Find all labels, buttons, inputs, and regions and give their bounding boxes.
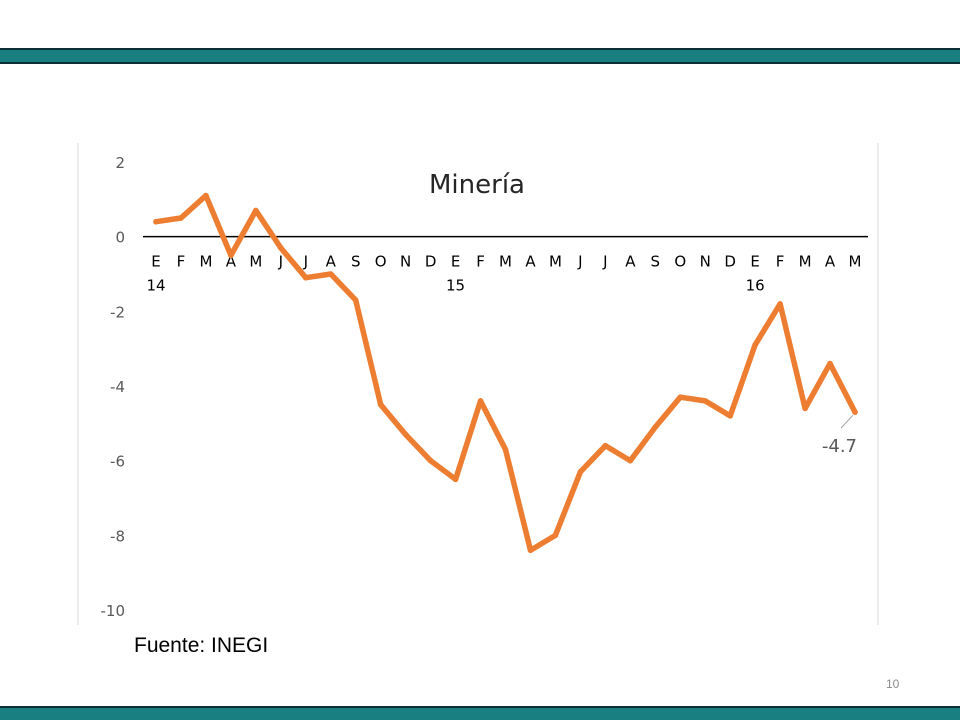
x-tick-label: A [226, 253, 237, 271]
data-point [852, 409, 858, 415]
y-tick-label: -6 [110, 453, 125, 471]
x-tick-label: O [674, 253, 686, 271]
data-point [527, 547, 534, 554]
x-tick-label: D [724, 253, 736, 271]
data-point [627, 457, 634, 464]
y-tick-label: -10 [101, 602, 126, 620]
x-tick-label: D [425, 253, 437, 271]
data-point [802, 405, 808, 412]
data-point [727, 413, 733, 419]
y-tick-label: 0 [115, 229, 125, 247]
x-year-label: 14 [146, 277, 165, 295]
data-point [427, 457, 434, 464]
x-tick-label: J [577, 253, 582, 271]
data-label-group: -4.7 [822, 414, 857, 457]
data-point [452, 476, 459, 483]
x-tick-label: S [351, 253, 361, 271]
data-point [677, 394, 684, 401]
data-label-leader [840, 414, 854, 429]
x-tick-label: N [400, 253, 411, 271]
x-tick-label: E [151, 253, 160, 271]
x-axis-year-labels: 14 15 16 [146, 277, 764, 295]
data-point [752, 342, 758, 348]
data-point [477, 398, 484, 404]
data-point [278, 245, 284, 251]
x-tick-label: A [525, 253, 536, 271]
data-point [327, 271, 334, 277]
data-point [827, 360, 833, 367]
x-tick-label: E [750, 253, 759, 271]
data-point [253, 207, 259, 214]
bottom-footer-band [0, 706, 960, 720]
data-point [153, 218, 159, 225]
x-tick-label: J [602, 253, 607, 271]
x-year-label: 16 [746, 277, 765, 295]
data-point [652, 424, 659, 430]
data-point [602, 442, 609, 449]
data-point [577, 469, 584, 475]
x-tick-label: M [799, 253, 812, 271]
data-point [552, 532, 559, 539]
data-point [352, 297, 359, 303]
x-tick-label: S [651, 253, 661, 271]
chart-title: Minería [429, 170, 525, 200]
x-tick-label: O [375, 253, 387, 271]
x-tick-label: A [326, 253, 337, 271]
x-year-label: 15 [446, 277, 465, 295]
data-point [302, 274, 309, 281]
x-tick-label: J [278, 253, 283, 271]
y-tick-label: -2 [110, 303, 125, 321]
page-number: 10 [886, 677, 900, 691]
x-tick-label: M [549, 253, 562, 271]
data-point [203, 192, 209, 199]
data-point [702, 398, 709, 404]
data-label: -4.7 [822, 436, 857, 457]
y-tick-label: -4 [110, 378, 125, 396]
x-tick-label: F [177, 253, 186, 271]
x-tick-label: J [303, 253, 308, 271]
y-tick-label: -8 [110, 527, 125, 545]
data-point [377, 401, 384, 408]
x-tick-label: N [700, 253, 711, 271]
y-axis-tick-labels: 2 0 -2 -4 -6 -8 -10 [101, 154, 126, 620]
x-tick-label: A [625, 253, 636, 271]
x-tick-label: M [849, 253, 862, 271]
data-point [228, 252, 234, 259]
x-tick-label: M [499, 253, 512, 271]
data-point [178, 215, 184, 221]
data-point [402, 431, 409, 438]
x-tick-label: A [825, 253, 836, 271]
series-line-mineria [153, 192, 858, 554]
data-point [502, 446, 509, 453]
x-tick-label: F [776, 253, 785, 271]
top-header-band [0, 48, 960, 64]
data-point [777, 301, 783, 307]
source-note: Fuente: INEGI [134, 634, 269, 657]
series-points [153, 192, 858, 554]
x-tick-label: M [199, 253, 212, 271]
x-tick-label: E [451, 253, 460, 271]
x-tick-label: M [249, 253, 262, 271]
y-tick-label: 2 [115, 154, 125, 172]
x-tick-label: F [476, 253, 485, 271]
